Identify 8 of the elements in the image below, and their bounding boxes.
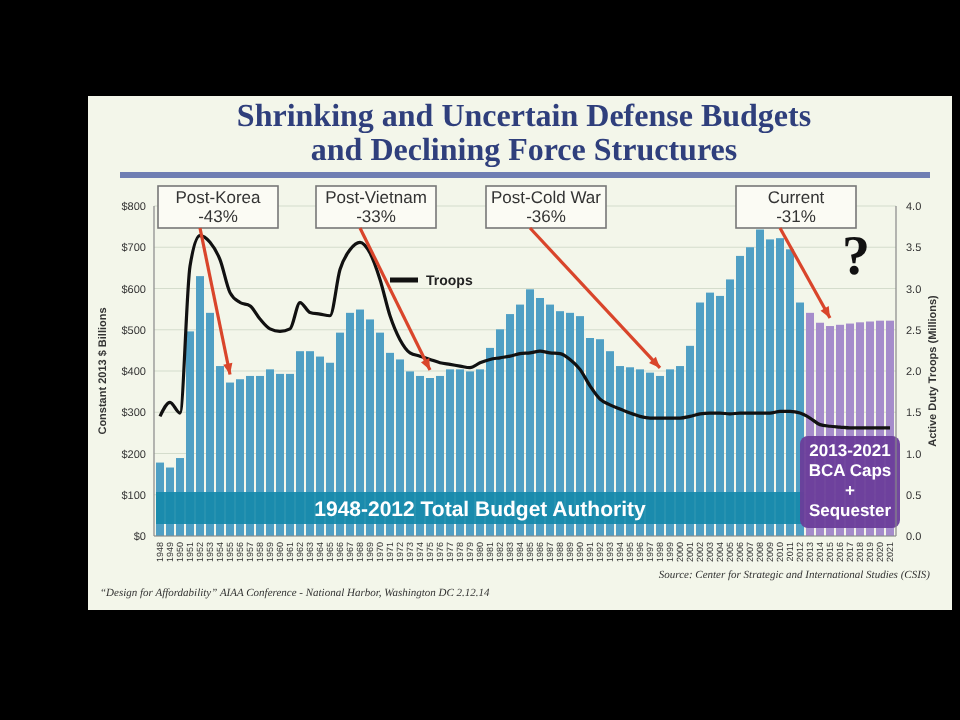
band-label: 1948-2012 Total Budget Authority — [314, 498, 647, 522]
annotation: Current -31% — [767, 187, 826, 226]
chart-title: Shrinking and Uncertain Defense Budgets and Declining Force Structures — [236, 100, 812, 168]
annotation: Post-Vietnam -33% — [325, 187, 427, 226]
line-series — [158, 234, 892, 430]
annotation: Post-Korea -43% — [175, 187, 262, 226]
annotation: ? — [842, 226, 870, 288]
band-label: 2013-2021 BCA Caps + Sequester — [808, 440, 893, 520]
